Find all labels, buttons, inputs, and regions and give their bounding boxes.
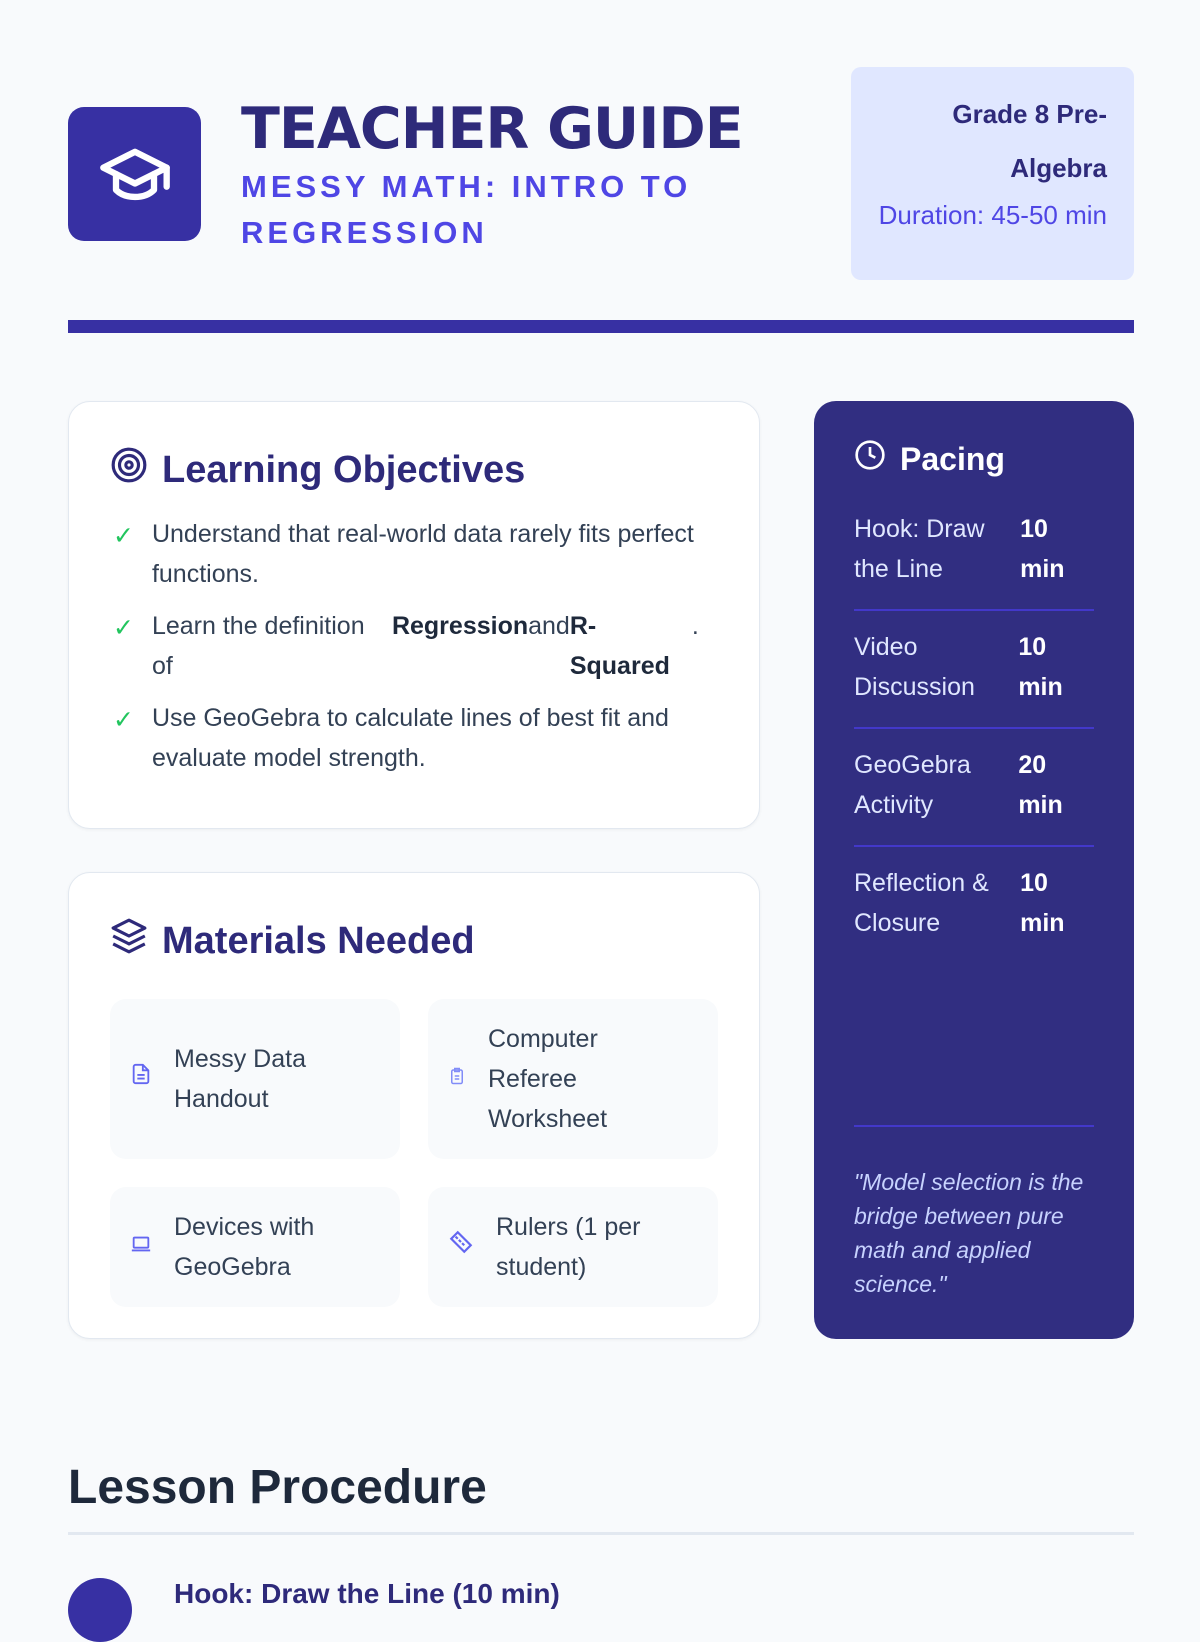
lesson-meta: Grade 8 Pre-Algebra Duration: 45-50 min bbox=[851, 67, 1134, 280]
page-title: TEACHER GUIDE bbox=[241, 96, 744, 162]
learning-objectives-card: Learning Objectives ✓ Understand that rea… bbox=[68, 401, 760, 829]
step-title: Hook: Draw the Line (10 min) bbox=[174, 1578, 560, 1609]
material-label: Devices with GeoGebra bbox=[174, 1213, 315, 1281]
materials-card: Materials Needed Messy Data Handout Comp… bbox=[68, 872, 760, 1339]
material-label: Rulers (1 per student) bbox=[496, 1213, 641, 1281]
objective-item: ✓ Understand that real-world data rarely … bbox=[113, 514, 719, 594]
objectives-title: Learning Objectives bbox=[162, 448, 526, 491]
grade-level: Grade 8 Pre-Algebra bbox=[952, 99, 1107, 183]
objective-text: Learn the definition of bbox=[151, 612, 365, 680]
materials-title: Materials Needed bbox=[162, 919, 475, 962]
check-icon: ✓ bbox=[113, 614, 134, 642]
target-icon bbox=[110, 446, 148, 494]
step-number-badge bbox=[68, 1578, 132, 1642]
check-icon: ✓ bbox=[113, 522, 134, 550]
objective-and: and bbox=[528, 612, 570, 640]
pacing-activity: GeoGebra Activity bbox=[854, 751, 971, 819]
material-item: Messy Data Handout bbox=[110, 999, 400, 1159]
duration: Duration: 45-50 min bbox=[878, 200, 1107, 230]
material-label: Computer Referee Worksheet bbox=[488, 1025, 608, 1133]
material-item: Rulers (1 per student) bbox=[428, 1187, 718, 1307]
objective-text: Use GeoGebra to calculate lines of best … bbox=[151, 704, 669, 772]
pacing-activity: Video Discussion bbox=[854, 633, 975, 701]
header-divider bbox=[68, 320, 1134, 333]
pacing-activity: Hook: Draw the Line bbox=[854, 515, 985, 583]
pacing-title: Pacing bbox=[900, 440, 1005, 477]
pacing-row: GeoGebra Activity 20 min bbox=[854, 729, 1094, 847]
objective-text: Understand that real-world data rarely f… bbox=[151, 520, 694, 588]
procedure-divider bbox=[68, 1532, 1134, 1535]
pacing-row: Reflection & Closure 10 min bbox=[854, 847, 1094, 963]
pacing-time: 10 min bbox=[1020, 869, 1065, 937]
laptop-icon bbox=[130, 1227, 152, 1267]
objective-item: ✓ Use GeoGebra to calculate lines of best… bbox=[113, 698, 719, 778]
objective-period: . bbox=[691, 612, 699, 640]
clipboard-icon bbox=[448, 1059, 466, 1099]
material-label: Messy Data Handout bbox=[174, 1045, 306, 1113]
pacing-row: Video Discussion 10 min bbox=[854, 611, 1094, 729]
pacing-quote: "Model selection is the bridge between p… bbox=[854, 1125, 1094, 1301]
pacing-row: Hook: Draw the Line 10 min bbox=[854, 493, 1094, 611]
file-text-icon bbox=[130, 1059, 152, 1099]
term-regression: Regression bbox=[391, 612, 529, 640]
pacing-time: 10 min bbox=[1018, 633, 1063, 701]
objective-item: ✓ Learn the definition of Regression and R-… bbox=[113, 606, 719, 686]
layers-icon bbox=[110, 917, 148, 965]
pacing-time: 10 min bbox=[1020, 515, 1065, 583]
pacing-time: 20 min bbox=[1018, 751, 1063, 819]
material-item: Devices with GeoGebra bbox=[110, 1187, 400, 1307]
ruler-icon bbox=[448, 1227, 474, 1267]
check-icon: ✓ bbox=[113, 706, 134, 734]
page-subtitle: MESSY MATH: INTRO TO REGRESSION bbox=[241, 169, 692, 250]
procedure-title: Lesson Procedure bbox=[68, 1461, 487, 1514]
pacing-panel: Pacing Hook: Draw the Line 10 min Video D… bbox=[814, 401, 1134, 1339]
material-item: Computer Referee Worksheet bbox=[428, 999, 718, 1159]
term-r-squared: R-Squared bbox=[569, 612, 670, 680]
graduation-cap-icon bbox=[68, 107, 201, 241]
clock-icon bbox=[854, 439, 886, 479]
pacing-activity: Reflection & Closure bbox=[854, 869, 989, 937]
